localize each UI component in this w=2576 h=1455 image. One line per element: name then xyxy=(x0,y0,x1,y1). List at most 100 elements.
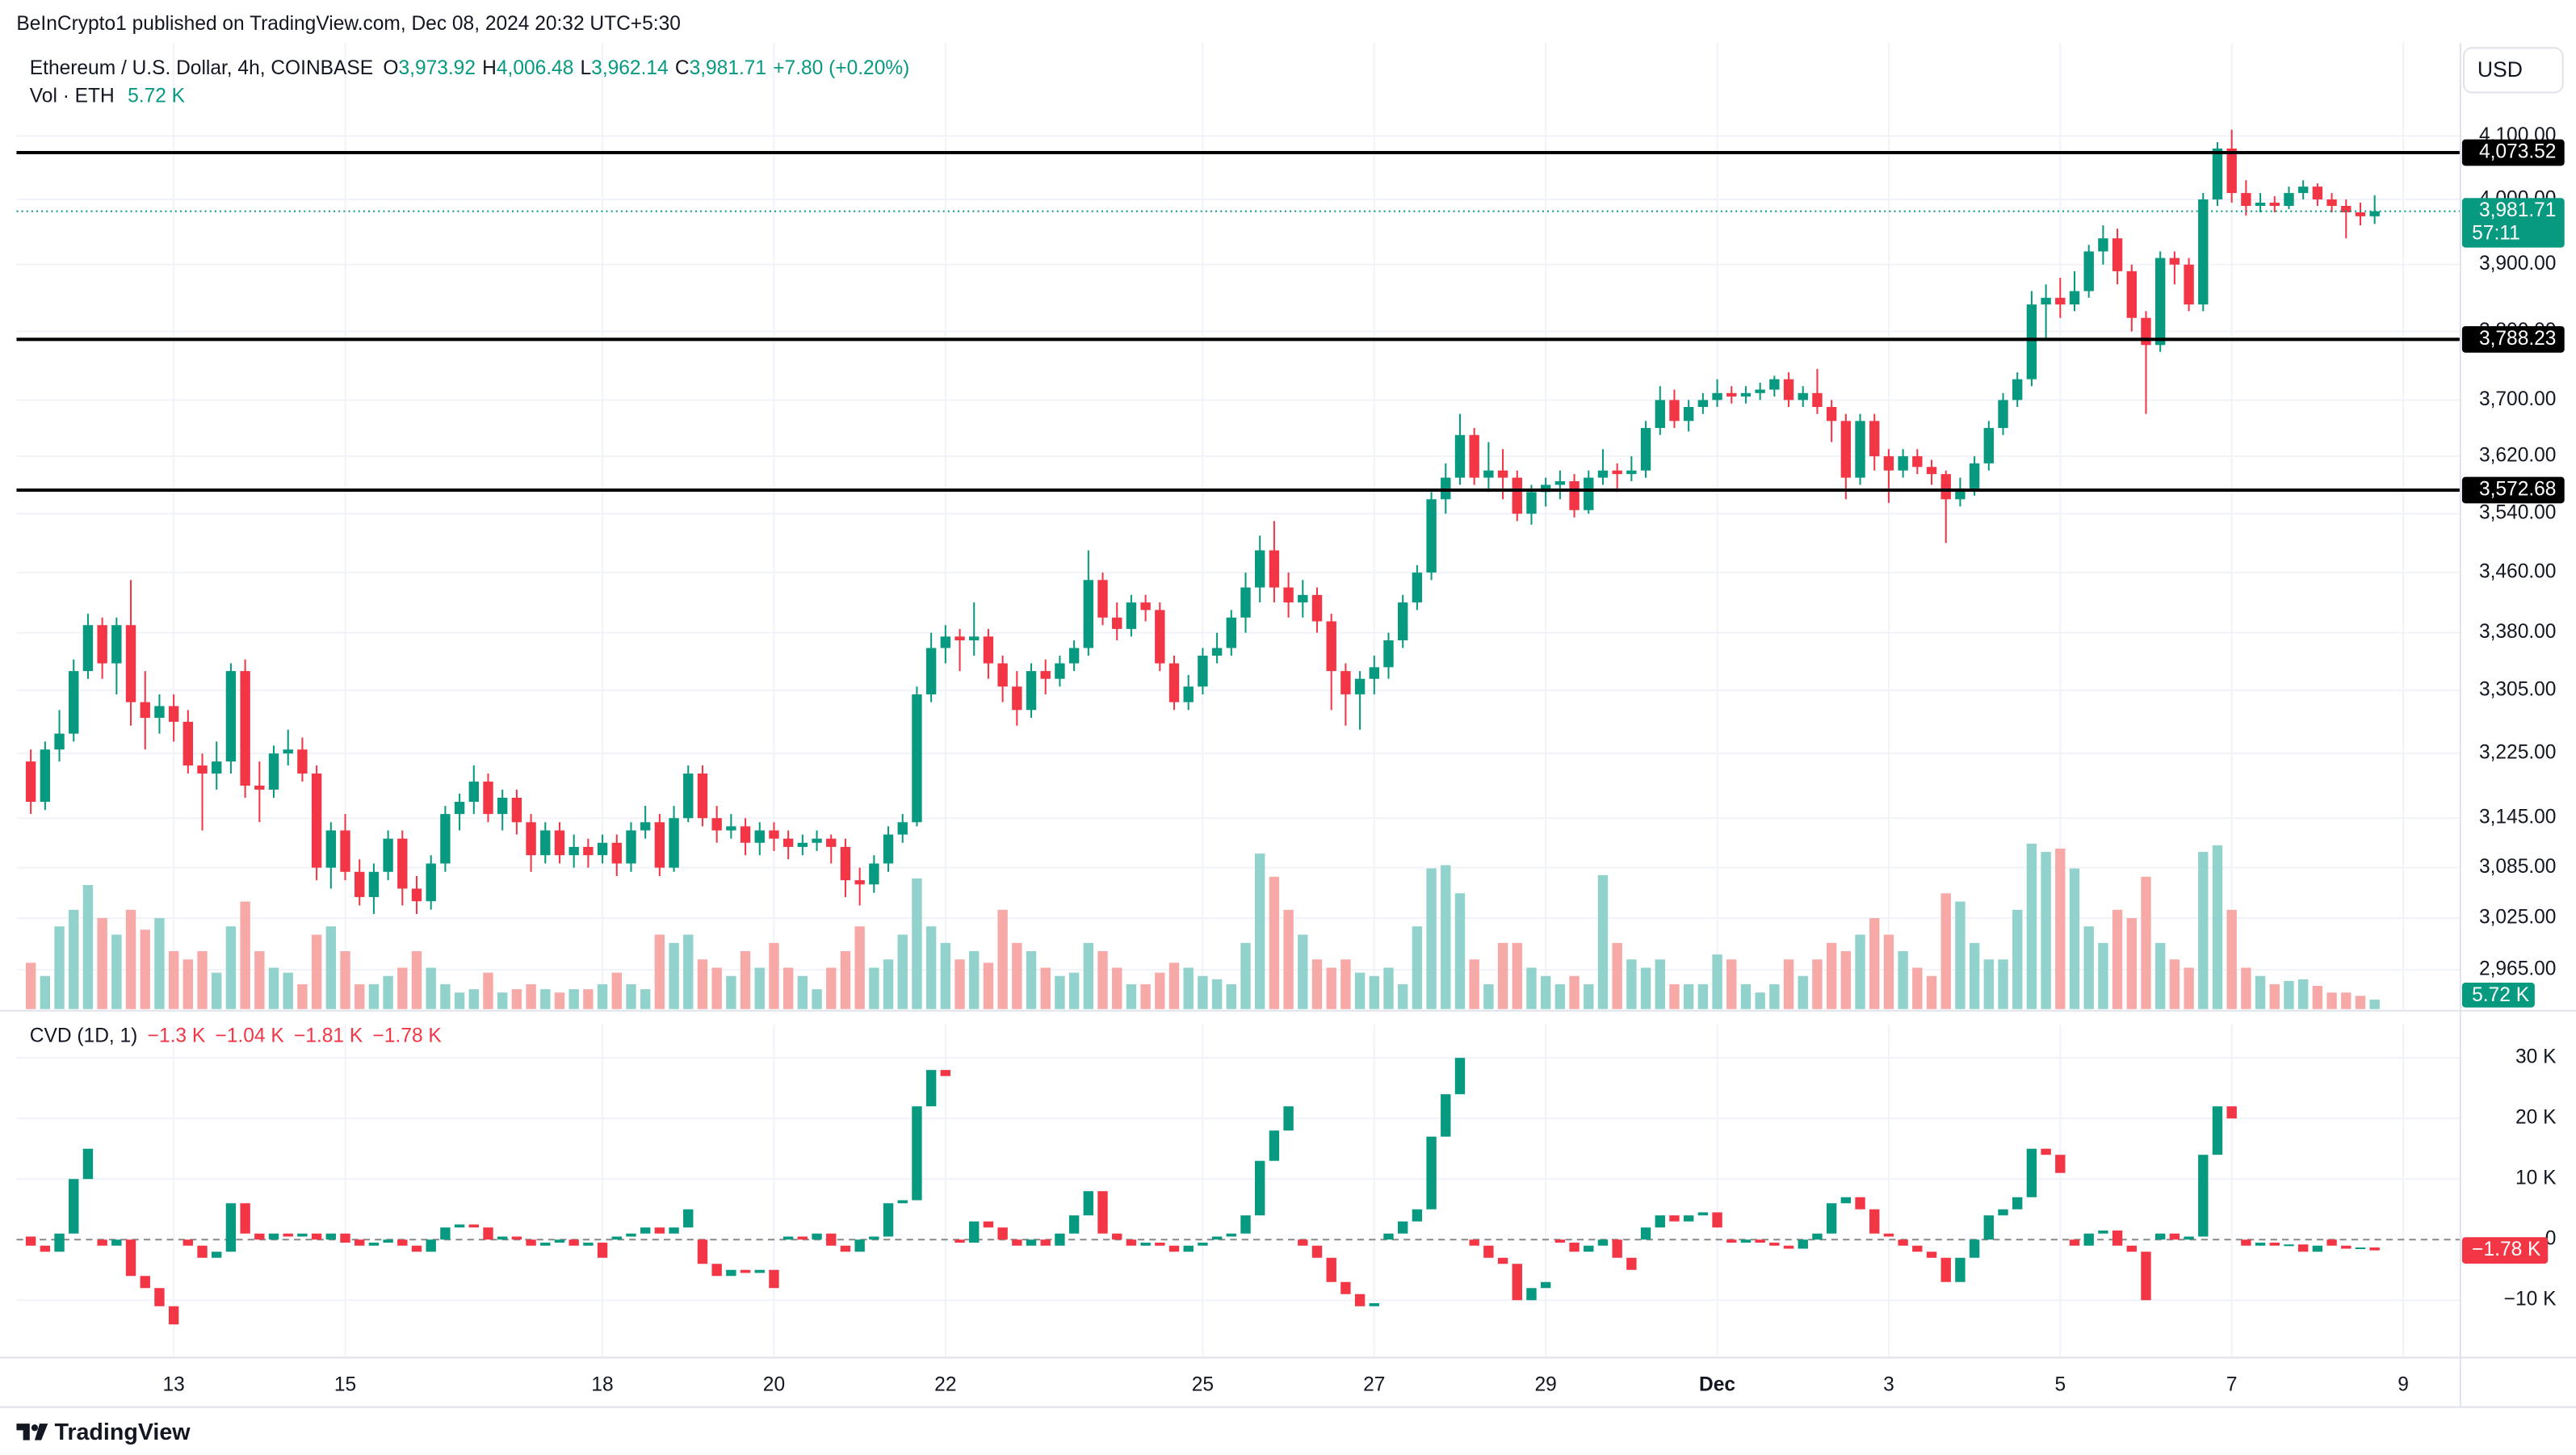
candle-body xyxy=(897,822,908,835)
volume-bar xyxy=(1454,893,1466,1009)
y-tick-label: 3,460.00 xyxy=(2479,561,2556,583)
volume-bar xyxy=(1683,984,1694,1009)
cvd-candle xyxy=(2226,1106,2237,1119)
cvd-candle xyxy=(1712,1212,1722,1228)
candle-body xyxy=(1240,587,1251,618)
candle-body xyxy=(2055,297,2066,305)
candle-body xyxy=(1469,434,1479,478)
volume-bar xyxy=(568,989,579,1009)
candle-body xyxy=(611,842,622,864)
cvd-candle xyxy=(1912,1245,1923,1252)
cvd-candle xyxy=(383,1239,393,1243)
volume-bar xyxy=(111,934,122,1009)
cvd-candle xyxy=(983,1221,994,1228)
volume-bar xyxy=(1211,979,1223,1009)
cvd-candle xyxy=(626,1233,636,1237)
published-note: BeInCrypto1 published on TradingView.com… xyxy=(16,13,680,35)
cvd-candle xyxy=(2255,1242,2266,1246)
volume-bar xyxy=(754,967,765,1009)
candle-body xyxy=(869,863,879,885)
y-tick-label: 10 K xyxy=(2515,1168,2557,1189)
volume-bar xyxy=(1940,893,1951,1009)
candle-body xyxy=(82,625,94,672)
candle-body xyxy=(1454,434,1466,478)
candle-body xyxy=(1326,621,1336,672)
volume-bar xyxy=(1597,874,1609,1009)
cvd-candle xyxy=(2055,1155,2066,1173)
y-tick-label: 3,025.00 xyxy=(2479,907,2556,929)
cvd-candle xyxy=(2012,1197,2023,1210)
candle-body xyxy=(1083,580,1094,648)
x-tick-label: 7 xyxy=(2226,1374,2238,1396)
volume-bar xyxy=(383,975,393,1009)
candle-body xyxy=(1926,467,1937,475)
volume-bar xyxy=(1240,942,1251,1009)
volume-bar xyxy=(54,926,65,1009)
candle-body xyxy=(711,818,722,831)
cvd-candle xyxy=(1584,1245,1594,1252)
cvd-candle xyxy=(82,1148,94,1180)
cvd-candle xyxy=(1326,1257,1336,1282)
volume-bar xyxy=(1612,942,1622,1009)
volume-bar xyxy=(1198,975,1208,1009)
volume-bar xyxy=(1354,972,1366,1009)
volume-bar xyxy=(883,959,894,1009)
volume-bar xyxy=(1012,942,1022,1009)
candle-body xyxy=(454,802,465,815)
candle-body xyxy=(2297,187,2309,194)
footer-brand: TradingView xyxy=(54,1419,191,1445)
candle-body xyxy=(2355,212,2366,216)
volume-bar xyxy=(2284,980,2294,1009)
volume-bar xyxy=(1826,942,1837,1009)
candle-body xyxy=(1826,407,1837,421)
volume-bar xyxy=(2098,942,2108,1009)
cvd-candle xyxy=(2155,1233,2166,1240)
volume-bar xyxy=(1812,959,1823,1009)
cvd-candle xyxy=(1168,1245,1180,1252)
volume-bar xyxy=(897,934,908,1009)
volume-bar xyxy=(2012,909,2023,1009)
candle-body xyxy=(1769,379,1780,390)
volume-bar xyxy=(2169,959,2180,1009)
volume-bar xyxy=(782,967,794,1009)
candle-body xyxy=(1726,392,1737,397)
candle-body xyxy=(1640,428,1651,471)
cvd-candle xyxy=(1740,1239,1752,1243)
y-tick-label: 20 K xyxy=(2515,1107,2557,1129)
cvd-candle xyxy=(726,1269,736,1277)
currency-label[interactable]: USD xyxy=(2477,57,2523,82)
candle-body xyxy=(726,826,736,831)
volume-bar xyxy=(1040,967,1051,1009)
cvd-candle xyxy=(1269,1130,1280,1161)
candle-body xyxy=(311,773,322,868)
cvd-candle xyxy=(1626,1257,1637,1270)
candle-body xyxy=(1055,663,1065,679)
cvd-candle xyxy=(183,1239,194,1246)
candle-body xyxy=(1340,671,1351,694)
volume-bar xyxy=(454,992,465,1009)
candle-body xyxy=(1969,463,1980,488)
volume-bar xyxy=(1068,972,1080,1009)
y-tick-label: 3,540.00 xyxy=(2479,502,2556,524)
volume-bar xyxy=(1326,967,1336,1009)
cvd-candle xyxy=(2284,1244,2294,1247)
cvd-candle xyxy=(1441,1094,1451,1137)
cvd-last-label: −1.78 K xyxy=(2472,1239,2541,1260)
candle-body xyxy=(1940,474,1951,500)
candle-body xyxy=(1412,572,1423,603)
cvd-candle xyxy=(311,1233,322,1240)
volume-bar xyxy=(1926,975,1937,1009)
candle-body xyxy=(40,749,51,803)
volume-bar xyxy=(940,942,951,1009)
volume-bar xyxy=(69,909,79,1009)
volume-bar xyxy=(2198,852,2209,1009)
cvd-candle xyxy=(797,1236,808,1240)
currency-button[interactable] xyxy=(2462,47,2564,94)
volume-bar xyxy=(1055,975,1065,1009)
candle-body xyxy=(2184,264,2194,305)
cvd-candle xyxy=(1211,1236,1223,1240)
volume-bar xyxy=(268,967,279,1009)
cvd-candle xyxy=(1826,1203,1837,1234)
